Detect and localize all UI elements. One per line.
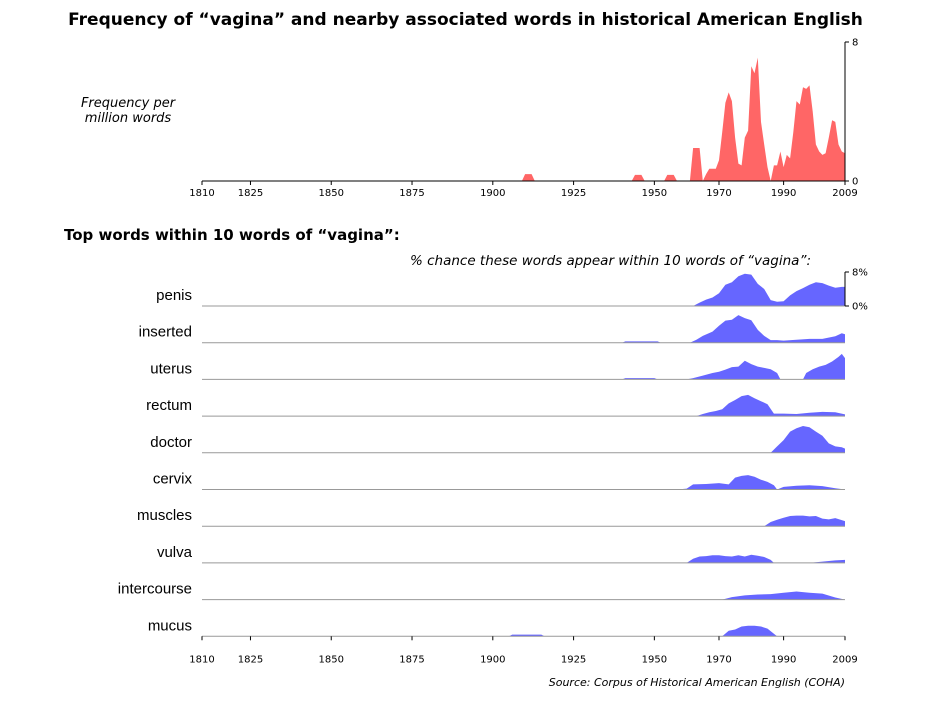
top-x-tick-label: 1950 (642, 188, 667, 199)
row-area-rectum (696, 394, 845, 417)
row-area-uterus (622, 353, 845, 380)
rows-x-tick-label: 1925 (561, 654, 586, 665)
top-x-tick-label: 2009 (832, 188, 857, 199)
rows-y-tick-label: 8% (852, 268, 868, 279)
rows-section-title: Top words within 10 words of “vagina”: (64, 226, 400, 244)
chart-title: Frequency of “vagina” and nearby associa… (68, 10, 863, 30)
row-area-cervix (677, 475, 845, 490)
top-x-tick-label: 1825 (238, 188, 263, 199)
source-note: Source: Corpus of Historical American En… (548, 676, 845, 689)
row-label-vulva: vulva (157, 544, 193, 561)
row-area-inserted (622, 315, 845, 343)
rows-x-tick-label: 1950 (642, 654, 667, 665)
rows-x-tick-label: 1875 (399, 654, 424, 665)
row-area-mucus (509, 625, 778, 637)
row-label-inserted: inserted (139, 324, 192, 341)
top-x-tick-label: 1850 (319, 188, 344, 199)
row-label-rectum: rectum (146, 397, 192, 414)
rows-x-tick-label: 1970 (706, 654, 731, 665)
row-area-penis (693, 273, 845, 306)
row-area-vulva (686, 554, 845, 563)
top-x-tick-label: 1925 (561, 188, 586, 199)
y-axis-label: Frequency per million words (80, 96, 176, 126)
top-x-tick-label: 1900 (480, 188, 505, 199)
rows-y-tick-label: 0% (852, 302, 868, 313)
row-label-intercourse: intercourse (118, 581, 192, 598)
top-y-tick-label: 8 (852, 38, 858, 49)
row-area-intercourse (722, 591, 845, 600)
top-x-tick-label: 1875 (399, 188, 424, 199)
top-y-tick-label: 0 (852, 177, 858, 188)
row-label-cervix: cervix (153, 471, 193, 488)
rows-x-tick-label: 1900 (480, 654, 505, 665)
rows-x-tick-label: 1825 (238, 654, 263, 665)
top-x-tick-label: 1970 (706, 188, 731, 199)
row-label-mucus: mucus (148, 617, 192, 634)
rows-x-tick-label: 2009 (832, 654, 857, 665)
row-area-doctor (770, 426, 845, 453)
top-x-tick-label: 1810 (189, 188, 214, 199)
rows-x-tick-label: 1990 (771, 654, 796, 665)
rows-x-tick-label: 1810 (189, 654, 214, 665)
row-label-doctor: doctor (150, 434, 192, 451)
row-label-penis: penis (156, 287, 192, 304)
rows-x-tick-label: 1850 (319, 654, 344, 665)
top-x-tick-label: 1990 (771, 188, 796, 199)
row-label-muscles: muscles (137, 507, 192, 524)
rows-subtitle: % chance these words appear within 10 wo… (409, 253, 811, 269)
frequency-area (202, 57, 845, 181)
row-area-muscles (764, 515, 845, 527)
row-label-uterus: uterus (150, 360, 192, 377)
